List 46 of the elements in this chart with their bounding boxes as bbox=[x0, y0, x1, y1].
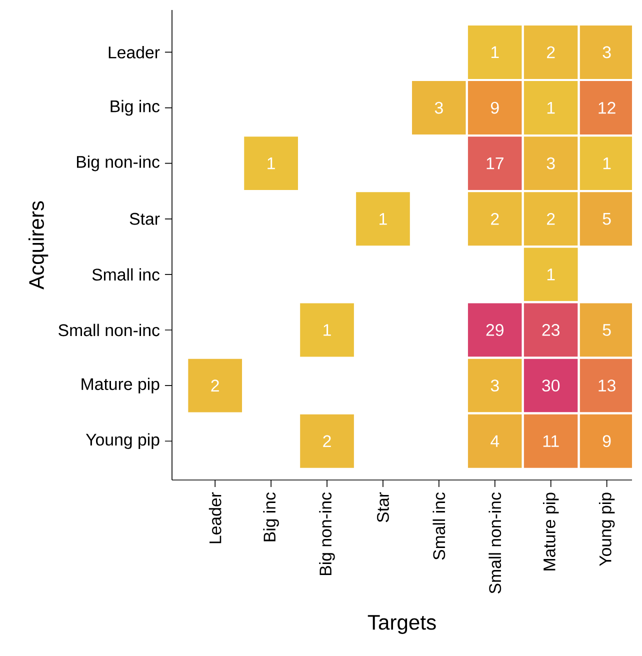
data-label: 3 bbox=[434, 102, 443, 114]
data-label: 2 bbox=[547, 213, 555, 225]
y-tick-label: Star bbox=[130, 212, 160, 225]
data-label: 1 bbox=[491, 46, 499, 58]
data-label: 1 bbox=[547, 268, 555, 280]
x-tick-label: Small non-inc bbox=[488, 492, 502, 594]
data-label: 3 bbox=[602, 46, 611, 58]
data-label: 3 bbox=[546, 157, 555, 170]
y-tick-label: Big inc bbox=[110, 100, 160, 116]
data-label: 12 bbox=[598, 102, 616, 114]
data-label: 1 bbox=[380, 213, 387, 225]
data-label: 2 bbox=[323, 435, 331, 448]
x-tick-label: Big non-inc bbox=[319, 492, 335, 576]
data-label: 4 bbox=[490, 435, 500, 447]
y-tick-label: Young pip bbox=[86, 433, 160, 449]
data-label: 1 bbox=[324, 324, 331, 336]
y-tick-label: Small inc bbox=[92, 268, 160, 281]
data-label: 5 bbox=[602, 324, 611, 336]
data-label: 11 bbox=[543, 435, 559, 447]
data-label: 9 bbox=[602, 435, 611, 448]
y-tick-label: Small non-inc bbox=[58, 324, 160, 336]
data-label: 30 bbox=[542, 380, 560, 392]
x-tick-label: Young pip bbox=[598, 492, 615, 566]
x-tick-label: Mature pip bbox=[543, 492, 559, 570]
x-tick-label: Big inc bbox=[263, 492, 279, 542]
data-label: 3 bbox=[490, 380, 499, 392]
data-label: 29 bbox=[486, 324, 504, 336]
x-tick-label: Leader bbox=[208, 492, 222, 544]
y-axis-title: Acquirers bbox=[28, 201, 48, 290]
data-label: 23 bbox=[542, 324, 560, 336]
y-tick-label: Leader bbox=[108, 46, 160, 58]
x-tick-label: Small inc bbox=[432, 492, 446, 560]
data-label: 2 bbox=[211, 380, 219, 392]
data-label: 17 bbox=[486, 158, 504, 170]
y-tick-label: Big non-inc bbox=[76, 155, 160, 172]
data-label: 9 bbox=[491, 102, 499, 114]
y-tick-label: Mature pip bbox=[82, 378, 160, 394]
data-label: 1 bbox=[547, 102, 555, 114]
data-label: 2 bbox=[491, 213, 499, 225]
x-tick-label: Star bbox=[377, 492, 389, 522]
data-label: 5 bbox=[602, 213, 611, 225]
x-axis-title: Targets bbox=[368, 615, 436, 634]
data-label: 2 bbox=[547, 46, 555, 58]
data-label: 1 bbox=[268, 158, 275, 170]
data-label: 13 bbox=[598, 380, 616, 392]
data-label: 1 bbox=[603, 158, 611, 170]
